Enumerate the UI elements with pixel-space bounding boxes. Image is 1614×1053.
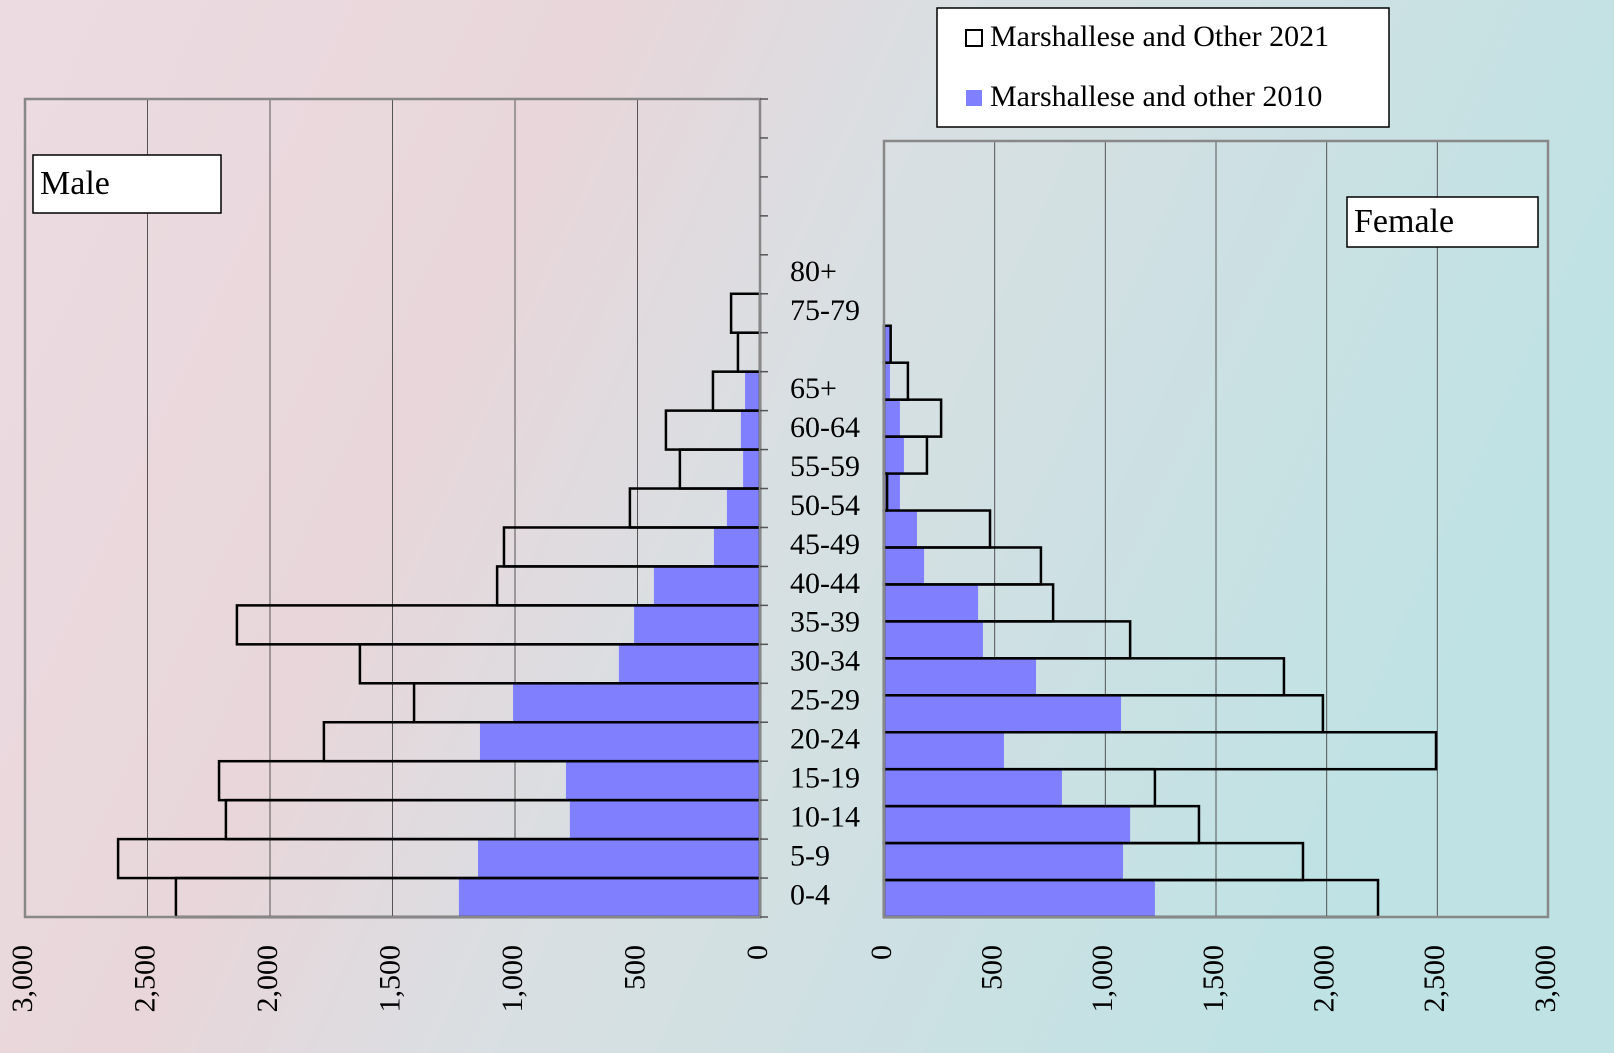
bar: [884, 584, 979, 622]
x-tick-label: 2,000: [251, 945, 284, 1013]
bar: [618, 644, 760, 684]
category-label: 30-34: [790, 645, 860, 678]
bar: [565, 761, 760, 801]
x-tick-label: 1,500: [1197, 945, 1230, 1013]
bar: [884, 399, 900, 437]
x-tick-label: 1,000: [1086, 945, 1119, 1013]
category-label: 80+: [790, 255, 837, 288]
bar: [743, 449, 760, 489]
category-label: 0-4: [790, 878, 830, 911]
bar: [884, 732, 1004, 770]
bar: [713, 527, 760, 567]
category-label: 60-64: [790, 411, 860, 444]
legend-swatch: [965, 29, 983, 47]
bar: [726, 488, 760, 528]
x-tick-label: 2,000: [1308, 945, 1341, 1013]
plot-frame: [23, 97, 762, 919]
bar: [569, 800, 760, 840]
category-label: 10-14: [790, 801, 860, 834]
legend-swatch: [966, 90, 982, 106]
category-label: 5-9: [790, 839, 830, 872]
bar: [478, 839, 760, 879]
category-label: 50-54: [790, 489, 860, 522]
bar: [884, 325, 892, 363]
category-label: 45-49: [790, 528, 860, 561]
category-label: 40-44: [790, 567, 860, 600]
legend-label: Marshallese and other 2010: [990, 80, 1322, 113]
x-tick-label: 1,500: [373, 945, 406, 1013]
x-tick-label: 500: [618, 945, 651, 990]
category-label: 20-24: [790, 723, 860, 756]
category-label: 15-19: [790, 762, 860, 795]
plot-frame: [882, 139, 1550, 919]
category-label: 55-59: [790, 450, 860, 483]
bar: [884, 362, 890, 400]
x-tick-label: 2,500: [1418, 945, 1451, 1013]
bar: [458, 878, 760, 917]
bar: [884, 510, 917, 548]
category-label: 65+: [790, 372, 837, 405]
bar: [653, 566, 760, 606]
bar: [884, 436, 904, 474]
legend-box: [936, 7, 1390, 128]
bar: [479, 722, 760, 762]
panel-label-box: [32, 154, 222, 214]
panel-label: Male: [40, 165, 110, 202]
bar: [884, 658, 1037, 696]
bar: [884, 621, 983, 659]
bar: [884, 880, 1155, 917]
x-tick-label: 2,500: [128, 945, 161, 1013]
x-tick-label: 0: [865, 945, 898, 960]
bar: [884, 547, 925, 585]
bar: [884, 806, 1131, 844]
x-tick-label: 500: [976, 945, 1009, 990]
x-tick-label: 3,000: [6, 945, 39, 1013]
x-tick-label: 0: [741, 945, 774, 960]
bar: [513, 683, 760, 723]
legend-label: Marshallese and Other 2021: [990, 20, 1329, 53]
bar: [745, 371, 760, 411]
bar: [884, 769, 1062, 807]
category-label: 35-39: [790, 606, 860, 639]
x-tick-label: 1,000: [496, 945, 529, 1013]
bar: [740, 410, 760, 450]
bar: [634, 605, 760, 645]
category-label: 25-29: [790, 684, 860, 717]
category-label: 75-79: [790, 294, 860, 327]
x-tick-label: 3,000: [1529, 945, 1562, 1013]
bar: [884, 843, 1124, 881]
panel-label-box: [1346, 196, 1539, 248]
panel-label: Female: [1354, 203, 1454, 240]
bar: [884, 695, 1122, 733]
